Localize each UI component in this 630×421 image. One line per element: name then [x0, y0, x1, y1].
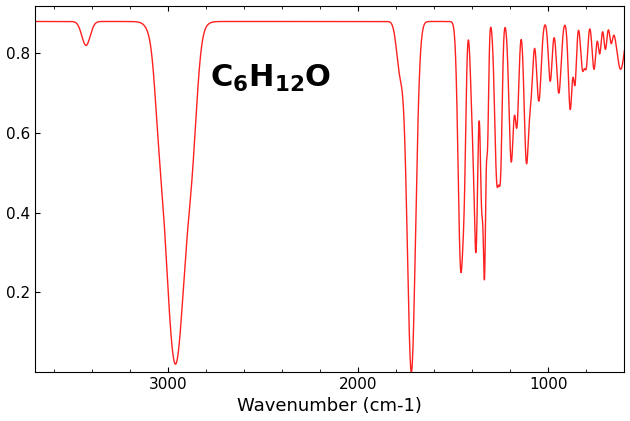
X-axis label: Wavenumber (cm-1): Wavenumber (cm-1) [237, 397, 422, 416]
Text: $\mathbf{C_6H_{12}O}$: $\mathbf{C_6H_{12}O}$ [210, 63, 331, 94]
